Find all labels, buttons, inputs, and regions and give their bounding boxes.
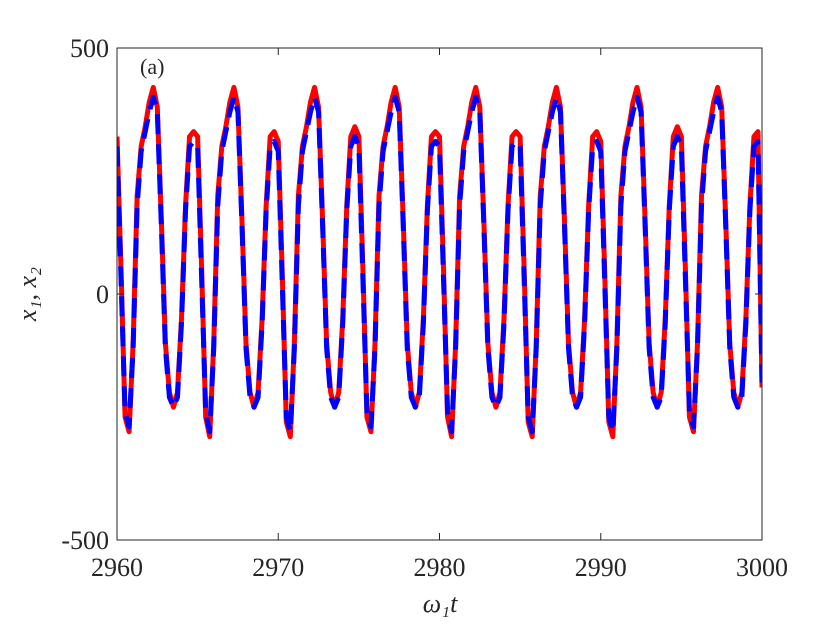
series-line [117, 94, 762, 435]
y-axis-label: x₁, x₂ [13, 267, 42, 322]
y-tick-label: 500 [70, 34, 109, 63]
x-tick-label: 2960 [91, 553, 143, 582]
x-tick-label: 2970 [252, 553, 304, 582]
x-tick-label: 2980 [414, 553, 466, 582]
y-tick-label: -500 [61, 526, 109, 555]
panel-label: (a) [140, 54, 164, 79]
x-tick-label: 3000 [736, 553, 788, 582]
x-axis-label: ω₁t [423, 589, 458, 618]
y-tick-label: 0 [96, 280, 109, 309]
x-tick-label: 2990 [575, 553, 627, 582]
